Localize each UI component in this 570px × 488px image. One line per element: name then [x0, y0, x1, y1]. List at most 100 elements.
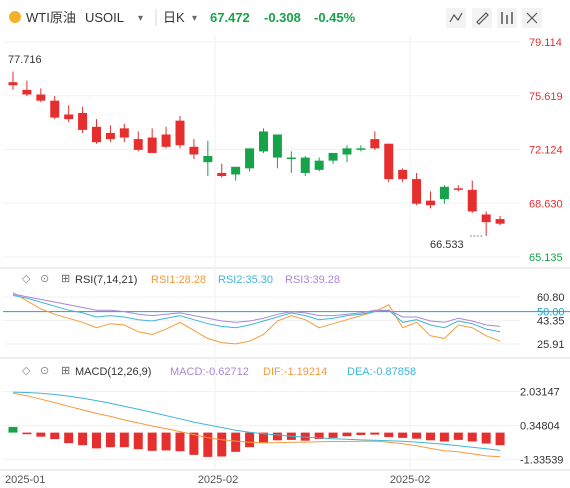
- candle-body: [495, 219, 505, 224]
- symbol-badge-icon: [9, 11, 21, 23]
- candle-body: [147, 137, 157, 153]
- candle-body: [64, 114, 74, 120]
- macd-tick-label: 2.03147: [520, 386, 560, 398]
- dif-legend-value: DIF:-1.19214: [263, 366, 327, 378]
- price-pane: 77.716 66.533: [8, 54, 505, 251]
- candle-body: [78, 112, 88, 130]
- macd-bar: [8, 426, 18, 433]
- macd-bar: [78, 432, 88, 446]
- macd-legend: ◇ ⊙ ⊞ MACD(12,26,9) MACD:-0.62712 DIF:-1…: [22, 365, 416, 378]
- macd-bar: [453, 432, 463, 440]
- price-tick-label: 68.630: [529, 198, 563, 210]
- macd-bar: [481, 432, 491, 444]
- macd-bar: [50, 432, 60, 440]
- rsi-line: [12, 293, 501, 327]
- price-tick-label: 72.124: [529, 145, 563, 157]
- draw-icon[interactable]: [472, 8, 492, 28]
- rsi-tick-label: 25.91: [537, 339, 565, 351]
- rsi-line: [12, 292, 501, 345]
- eye-icon[interactable]: ◇: [22, 365, 31, 377]
- macd-bar: [370, 432, 380, 435]
- macd-bar: [245, 432, 255, 448]
- price-tick-label: 75.619: [529, 91, 563, 103]
- period-label[interactable]: 日K: [163, 10, 185, 25]
- settings-icon[interactable]: ⊙: [40, 365, 49, 377]
- candle-body: [92, 126, 101, 143]
- candle-body: [481, 214, 491, 223]
- macd-bar: [119, 432, 129, 448]
- macd-bar: [426, 432, 435, 441]
- candle-body: [203, 156, 213, 163]
- symbol-code[interactable]: USOIL: [85, 10, 124, 25]
- candle-body: [161, 134, 171, 147]
- rsi-indicator-title: RSI(7,14,21): [75, 274, 137, 286]
- rsi-tick-label: 60.80: [537, 292, 565, 304]
- candle-body: [272, 134, 282, 158]
- chart-grid: [0, 35, 570, 471]
- expand-icon[interactable]: ⊞: [61, 365, 70, 377]
- macd-bar: [203, 432, 213, 457]
- symbol-dropdown-icon[interactable]: ▾: [138, 13, 143, 24]
- rsi3-legend: RSI3:39.28: [285, 274, 340, 286]
- macd-bar: [161, 432, 171, 451]
- candle-body: [314, 160, 324, 170]
- expand-icon[interactable]: ⊞: [61, 273, 70, 285]
- macd-bar: [92, 432, 101, 449]
- indicator-glyph: [501, 12, 513, 24]
- price-tick-label: 65.135: [529, 252, 563, 264]
- candle-body: [50, 100, 60, 118]
- macd-bar: [231, 432, 241, 452]
- macd-bar: [272, 432, 282, 441]
- toolbar: [446, 8, 542, 28]
- macd-bar: [356, 432, 366, 436]
- candle-body: [384, 143, 394, 180]
- macd-pane: [8, 391, 505, 458]
- rsi-legend: ◇ ⊙ ⊞ RSI(7,14,21) RSI1:28.28 RSI2:35.30…: [22, 273, 340, 286]
- macd-bar: [147, 432, 157, 451]
- low-price-label: 66.533: [430, 239, 464, 251]
- macd-bar: [398, 432, 408, 438]
- candle-body: [453, 188, 463, 190]
- macd-legend-value: MACD:-0.62712: [170, 366, 249, 378]
- macd-bar: [412, 432, 422, 439]
- candle-body: [119, 128, 129, 138]
- macd-bar: [439, 432, 449, 442]
- macd-bar: [133, 432, 143, 450]
- candle-body: [36, 94, 46, 101]
- axis-labels: 79.114 75.619 72.124 68.630 65.135 60.80 50.00…: [5, 37, 565, 486]
- price-tick-label: 79.114: [529, 37, 562, 49]
- x-axis-label: 2025-02: [198, 474, 238, 486]
- candle-body: [356, 148, 366, 150]
- symbol-name[interactable]: WTI原油: [26, 10, 76, 25]
- rsi2-legend: RSI2:35.30: [218, 274, 273, 286]
- candle-body: [245, 148, 255, 169]
- macd-bar: [314, 432, 324, 440]
- macd-bar: [495, 432, 505, 446]
- settings-icon[interactable]: ⊙: [40, 273, 49, 285]
- period-dropdown-icon[interactable]: ▾: [192, 13, 197, 24]
- fullscreen-glyph: [526, 12, 538, 24]
- draw-glyph: [476, 12, 489, 25]
- macd-bar: [384, 432, 394, 438]
- candle-body: [217, 172, 227, 177]
- rsi-tick-label: 43.35: [537, 316, 565, 328]
- rsi-tick-label: 50.00: [537, 307, 565, 319]
- rsi-line: [12, 294, 501, 333]
- candle-body: [231, 166, 241, 175]
- rsi-pane: [3, 292, 570, 345]
- eye-icon[interactable]: ◇: [22, 273, 31, 285]
- candle-body: [133, 139, 143, 150]
- candle-body: [22, 89, 32, 95]
- candle-body: [259, 131, 268, 152]
- macd-tick-label: 0.34804: [520, 421, 560, 433]
- macd-indicator-title: MACD(12,26,9): [75, 366, 151, 378]
- candle-body: [412, 179, 422, 204]
- candle-body: [398, 169, 408, 180]
- candle-body: [189, 146, 199, 155]
- candle-body: [300, 157, 310, 173]
- high-price-label: 77.716: [8, 54, 42, 66]
- macd-bar: [189, 432, 199, 455]
- chart-header: WTI原油 USOIL ▾ 日K ▾ 67.472 -0.308 -0.45%: [9, 9, 356, 26]
- macd-bar: [217, 432, 227, 457]
- candle-body: [342, 148, 352, 155]
